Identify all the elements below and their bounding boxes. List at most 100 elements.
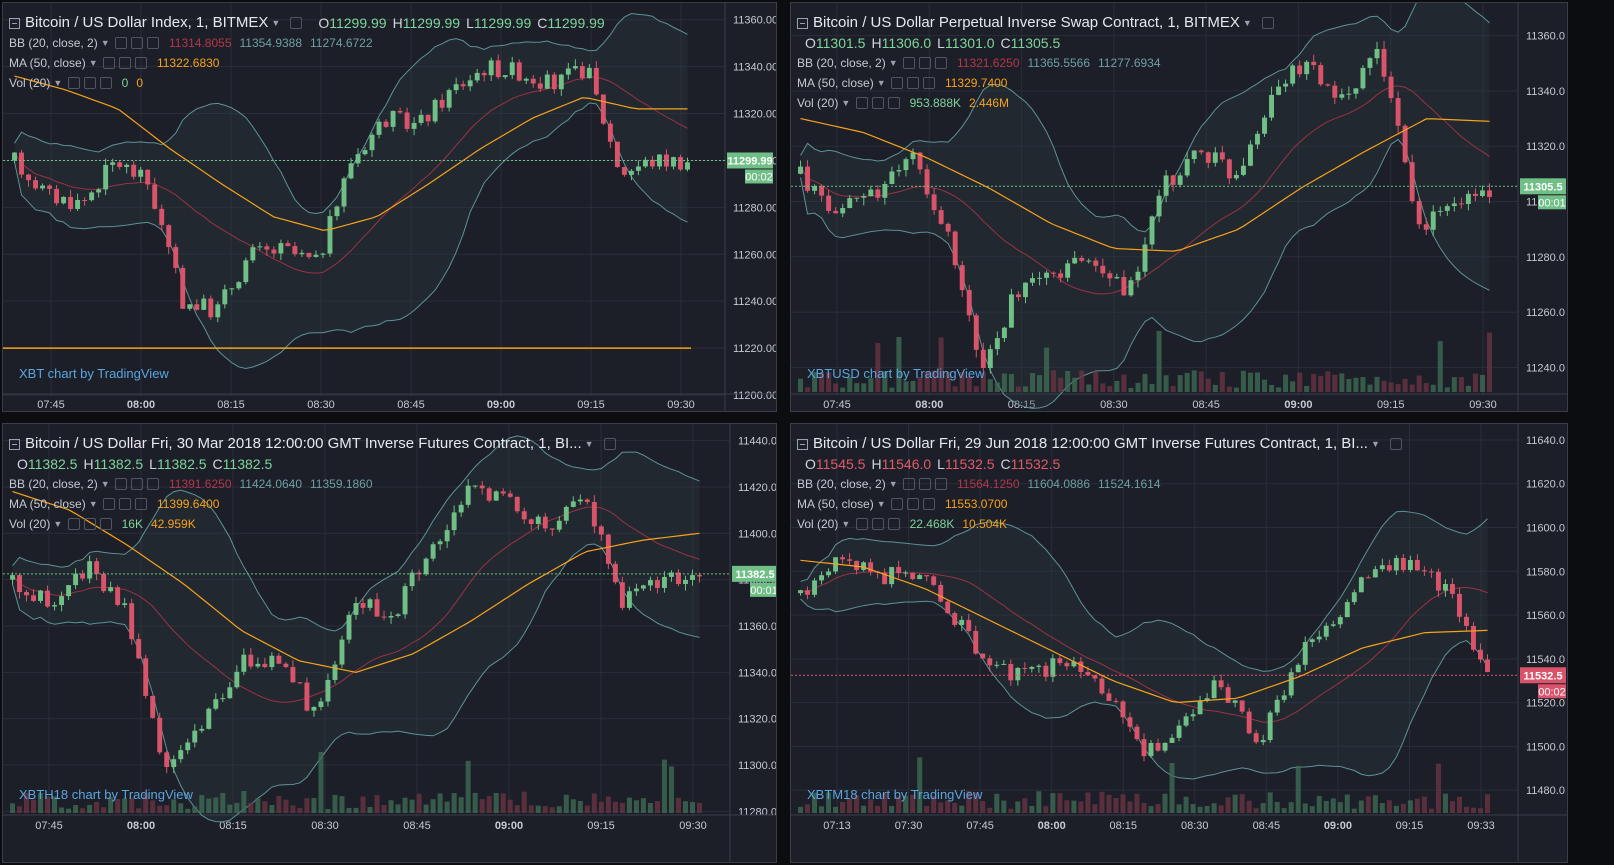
close-icon[interactable] — [134, 57, 147, 69]
settings-icon[interactable] — [906, 498, 919, 510]
volume-bar — [1295, 765, 1301, 813]
time-tag-label: 00:02 — [745, 171, 773, 183]
settings-icon[interactable] — [1261, 17, 1274, 29]
settings-icon[interactable] — [603, 438, 616, 450]
eye-icon[interactable] — [102, 57, 115, 69]
vol-indicator-row[interactable]: Vol (20) ▼ 22.468K 10.504K — [797, 514, 1404, 534]
close-icon[interactable] — [887, 518, 900, 530]
chevron-down-icon[interactable]: ▼ — [100, 38, 110, 48]
candle-body — [952, 613, 958, 625]
candle-body — [1323, 625, 1329, 637]
eye-icon[interactable] — [67, 77, 80, 89]
eye-icon[interactable] — [67, 518, 80, 530]
bb-indicator-row[interactable]: BB (20, close, 2) ▼ 11314.8055 11354.9388 1… — [9, 33, 605, 53]
eye-icon[interactable] — [114, 37, 127, 49]
close-icon[interactable] — [934, 57, 947, 69]
eye-icon[interactable] — [890, 498, 903, 510]
eye-icon[interactable] — [855, 518, 868, 530]
close-icon[interactable] — [99, 518, 112, 530]
ma-indicator-row[interactable]: MA (50, close) ▼ 11399.6400 — [9, 494, 618, 514]
collapse-icon[interactable] — [9, 438, 20, 450]
ma-indicator-row[interactable]: MA (50, close) ▼ 11329.7400 — [797, 73, 1276, 93]
eye-icon[interactable] — [902, 478, 915, 490]
close-icon[interactable] — [922, 498, 935, 510]
candle-body — [206, 708, 212, 729]
bb-indicator-row[interactable]: BB (20, close, 2) ▼ 11321.6250 11365.5566 1… — [797, 53, 1276, 73]
chevron-down-icon[interactable]: ▼ — [841, 98, 851, 108]
settings-icon[interactable] — [918, 478, 931, 490]
settings-icon[interactable] — [83, 518, 96, 530]
settings-icon[interactable] — [118, 57, 131, 69]
volume-bar — [847, 798, 853, 813]
candle-body — [299, 252, 305, 255]
collapse-icon[interactable] — [797, 17, 808, 29]
vol-indicator-row[interactable]: Vol (20) ▼ 953.888K 2.446M — [797, 93, 1276, 113]
bb-indicator-row[interactable]: BB (20, close, 2) ▼ 11564.1250 11604.0886 1… — [797, 474, 1404, 494]
tradingview-watermark[interactable]: XBT chart by TradingView — [19, 366, 169, 381]
collapse-icon[interactable] — [9, 17, 20, 29]
eye-icon[interactable] — [855, 97, 868, 109]
volume-bar — [689, 802, 695, 813]
settings-icon[interactable] — [130, 37, 143, 49]
volume-bar — [136, 808, 142, 813]
eye-icon[interactable] — [102, 498, 115, 510]
chevron-down-icon[interactable]: ▼ — [53, 519, 63, 529]
settings-icon[interactable] — [918, 57, 931, 69]
chevron-down-icon[interactable]: ▼ — [88, 499, 98, 509]
eye-icon[interactable] — [114, 478, 127, 490]
symbol-title[interactable]: Bitcoin / US Dollar Fri, 29 Jun 2018 12:… — [813, 435, 1368, 452]
settings-icon[interactable] — [290, 17, 303, 29]
settings-icon[interactable] — [118, 498, 131, 510]
symbol-title[interactable]: Bitcoin / US Dollar Index, 1, BITMEX — [25, 14, 269, 31]
close-icon[interactable] — [934, 478, 947, 490]
symbol-title[interactable]: Bitcoin / US Dollar Perpetual Inverse Sw… — [813, 14, 1240, 31]
close-icon[interactable] — [922, 77, 935, 89]
ma-indicator-row[interactable]: MA (50, close) ▼ 11322.6830 — [9, 53, 605, 73]
tradingview-watermark[interactable]: XBTUSD chart by TradingView — [807, 366, 985, 381]
symbol-title[interactable]: Bitcoin / US Dollar Fri, 30 Mar 2018 12:… — [25, 435, 582, 452]
candle-body — [1267, 712, 1273, 741]
chevron-down-icon[interactable]: ▼ — [53, 78, 63, 88]
tradingview-watermark[interactable]: XBTH18 chart by TradingView — [19, 787, 193, 802]
close-icon[interactable] — [146, 478, 159, 490]
close-icon[interactable] — [99, 77, 112, 89]
chevron-down-icon[interactable]: ▼ — [584, 439, 594, 449]
tradingview-watermark[interactable]: XBTM18 chart by TradingView — [807, 787, 983, 802]
volume-bar — [819, 806, 825, 813]
chevron-down-icon[interactable]: ▼ — [88, 58, 98, 68]
chevron-down-icon[interactable]: ▼ — [841, 519, 851, 529]
chart-panel[interactable]: 11360.0011340.0011320.0011300.0011280.00… — [2, 2, 777, 412]
collapse-icon[interactable] — [797, 438, 808, 450]
settings-icon[interactable] — [871, 518, 884, 530]
eye-icon[interactable] — [890, 77, 903, 89]
chevron-down-icon[interactable]: ▼ — [1370, 439, 1380, 449]
vol-indicator-row[interactable]: Vol (20) ▼ 16K 42.959K — [9, 514, 618, 534]
eye-icon[interactable] — [902, 57, 915, 69]
chart-panel[interactable]: 11360.011340.011320.011300.011280.011260… — [790, 2, 1568, 412]
chevron-down-icon[interactable]: ▼ — [271, 18, 281, 28]
chevron-down-icon[interactable]: ▼ — [876, 499, 886, 509]
close-icon[interactable] — [887, 97, 900, 109]
candle-body — [502, 75, 508, 78]
chevron-down-icon[interactable]: ▼ — [888, 479, 898, 489]
settings-icon[interactable] — [906, 77, 919, 89]
settings-icon[interactable] — [1389, 438, 1402, 450]
candle-body — [565, 68, 571, 75]
settings-icon[interactable] — [130, 478, 143, 490]
chevron-down-icon[interactable]: ▼ — [888, 58, 898, 68]
y-tick-label: 11280.00 — [733, 202, 777, 214]
settings-icon[interactable] — [83, 77, 96, 89]
ma-indicator-row[interactable]: MA (50, close) ▼ 11553.0700 — [797, 494, 1404, 514]
chevron-down-icon[interactable]: ▼ — [876, 78, 886, 88]
close-icon[interactable] — [146, 37, 159, 49]
close-icon[interactable] — [134, 498, 147, 510]
candle-body — [320, 253, 326, 255]
chart-panel[interactable]: 11440.011420.011400.011380.011360.011340… — [2, 423, 777, 863]
settings-icon[interactable] — [871, 97, 884, 109]
chart-panel[interactable]: 11640.0 11620.0 11600.0 11580.0 11560.0 11540… — [790, 423, 1568, 863]
bb-indicator-row[interactable]: BB (20, close, 2) ▼ 11391.6250 11424.0640 1… — [9, 474, 618, 494]
chevron-down-icon[interactable]: ▼ — [1242, 18, 1252, 28]
candle-body — [313, 254, 319, 257]
chevron-down-icon[interactable]: ▼ — [100, 479, 110, 489]
